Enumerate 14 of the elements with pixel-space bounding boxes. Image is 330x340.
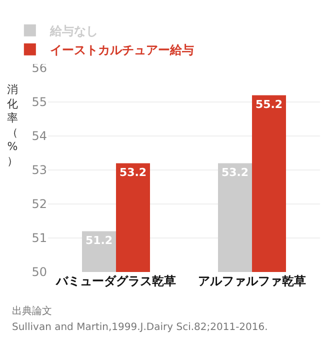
y-axis-title: 消化率（%） <box>7 83 18 168</box>
y-tick-label: 54 <box>32 129 47 144</box>
y-tick-label: 55 <box>32 95 47 110</box>
data-label: 53.2 <box>119 166 147 180</box>
x-tick-label: アルファルファ乾草 <box>198 274 306 288</box>
y-tick-label: 53 <box>32 163 47 178</box>
y-tick-label: 51 <box>32 231 47 246</box>
data-label: 55.2 <box>255 98 283 112</box>
y-tick-label: 50 <box>32 265 47 280</box>
text: Sullivan and Martin,1999.J.Dairy Sci.82;2011-2016. <box>12 322 268 333</box>
x-tick-label: バミューダグラス乾草 <box>55 274 176 288</box>
y-tick-label: 52 <box>32 197 47 212</box>
text: 出典論文 <box>12 305 52 317</box>
legend-label: イーストカルチュアー給与 <box>50 43 194 58</box>
